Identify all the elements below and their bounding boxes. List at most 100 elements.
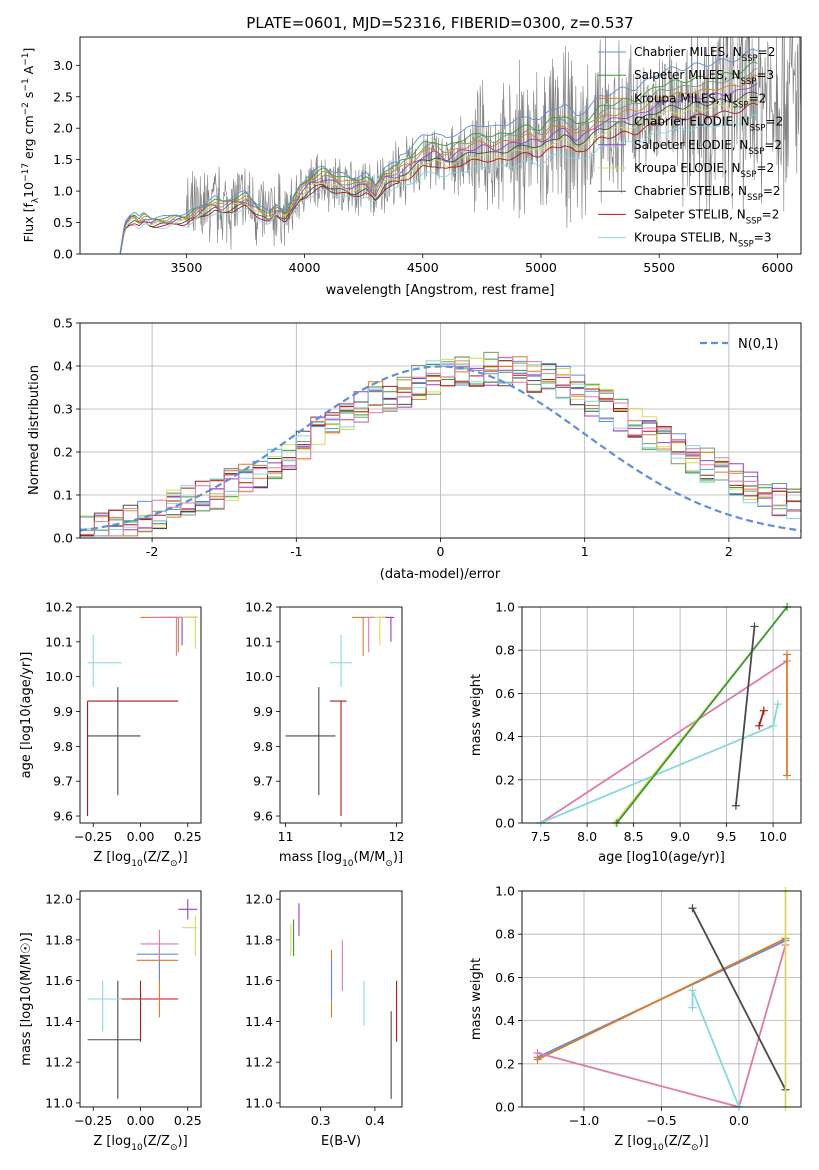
axes-frame (79, 890, 202, 1108)
axes-frame (279, 890, 403, 1108)
x-tick-label: 9.0 (670, 829, 690, 844)
y-tick-label: 0.2 (495, 772, 515, 787)
y-tick-label: 11.6 (245, 973, 273, 988)
axes-frame (279, 606, 403, 824)
model-spectrum-chabrier_miles (119, 48, 758, 254)
y-tick-label: 9.9 (253, 704, 273, 719)
y-tick-label: 0.0 (495, 1100, 515, 1115)
x-tick-label: -1 (290, 544, 302, 559)
y-tick-label: 11.0 (45, 1095, 73, 1110)
model-spectrum-salpeter_elodie (120, 83, 758, 254)
y-tick-label: 12.0 (245, 892, 273, 907)
weight-marker (769, 721, 778, 730)
legend-label: Kroupa ELODIE, NSSP=2 (634, 161, 774, 180)
x-tick-label: 11 (278, 829, 294, 844)
y-tick-label: 10.0 (245, 669, 273, 684)
y-tick-label: 10.1 (45, 634, 73, 649)
axes-frame (79, 322, 802, 539)
y-tick-label: 0.5 (53, 316, 73, 331)
y-tick-label: 10.2 (45, 600, 73, 615)
residuals-xlabel: (data-model)/error (380, 567, 501, 582)
y-tick-label: 0.0 (53, 531, 73, 546)
y-tick-label: 9.8 (253, 739, 273, 754)
residuals-ylabel: Normed distribution (27, 365, 42, 495)
y-tick-label: 0.3 (53, 402, 73, 417)
x-tick-label: 0.3 (311, 1113, 331, 1128)
ylabel-weight-vs-age: mass weight (469, 674, 484, 756)
xlabel-weight-vs-age: age [log10(age/yr)] (598, 850, 725, 865)
y-tick-label: 1.0 (495, 884, 515, 899)
legend-label: Chabrier ELODIE, NSSP=2 (634, 115, 783, 134)
x-tick-label: 4500 (407, 260, 439, 275)
y-tick-label: 0.6 (495, 970, 515, 985)
y-tick-label: 1.0 (53, 184, 73, 199)
x-tick-label: 10.0 (759, 829, 787, 844)
ylabel-age-vs-Z: age [log10(age/yr)] (19, 652, 34, 779)
y-tick-label: 11.4 (45, 1014, 73, 1029)
axes-frame (521, 606, 802, 824)
xlabel-age-vs-mass: mass [log10(M/M⊙)] (279, 850, 403, 869)
x-tick-label: −0.25 (74, 1113, 112, 1128)
y-tick-label: 9.8 (53, 739, 73, 754)
x-tick-label: 5500 (643, 260, 675, 275)
ylabel-mass-vs-Z: mass [log10(M/M☉)] (19, 932, 34, 1065)
legend-label: Chabrier STELIB, NSSP=2 (634, 184, 781, 203)
x-tick-label: −1.0 (569, 1113, 599, 1128)
x-tick-label: 8.5 (624, 829, 644, 844)
weight-line-salpeter_stelib (758, 710, 765, 727)
y-tick-label: 1.0 (495, 600, 515, 615)
x-tick-label: 2 (725, 544, 733, 559)
x-tick-label: 0.25 (174, 1113, 202, 1128)
weight-marker (750, 622, 759, 631)
ylabel-weight-vs-Z: mass weight (469, 958, 484, 1040)
x-tick-label: 0.00 (127, 1113, 155, 1128)
weight-line-chabrier_stelib (691, 907, 787, 1091)
xlabel-age-vs-Z: Z [log10(Z/Z⊙)] (93, 850, 187, 869)
y-tick-label: 0.2 (53, 445, 73, 460)
y-tick-label: 3.0 (53, 58, 73, 73)
histogram-salpeter_stelib (80, 360, 801, 538)
x-tick-label: 3500 (170, 260, 202, 275)
xlabel-mass-vs-Z: Z [log10(Z/Z⊙)] (93, 1134, 187, 1153)
x-tick-label: 12 (389, 829, 405, 844)
xlabel-mass-vs-ebv: E(B-V) (321, 1134, 361, 1149)
spectrum-xlabel: wavelength [Angstrom, rest frame] (326, 283, 555, 298)
x-tick-label: 1 (581, 544, 589, 559)
y-tick-label: 10.2 (245, 600, 273, 615)
legend-label: Salpeter STELIB, NSSP=2 (634, 207, 779, 226)
legend-label: Salpeter MILES, NSSP=3 (634, 68, 774, 87)
y-tick-label: 0.0 (53, 247, 73, 262)
figure-title: PLATE=0601, MJD=52316, FIBERID=0300, z=0… (246, 14, 633, 32)
y-tick-label: 2.5 (53, 89, 73, 104)
y-tick-label: 0.8 (495, 927, 515, 942)
axes-mass-vs-ebv: 0.3 0.4 11.0 11.2 11.4 11.6 11.8 12.0 E(B-V) (245, 890, 403, 1149)
weight-line-salpeter_miles (616, 607, 788, 823)
axes-weight-vs-age: 7.5 8.0 8.5 9.0 9.5 10.0 0.0 0.2 0.4 0.6 0.8 1.0 mas… (469, 600, 802, 865)
weight-marker (783, 650, 792, 659)
y-tick-label: 11.6 (45, 973, 73, 988)
x-tick-label: −0.5 (646, 1113, 676, 1128)
axes-residuals: -2 -1 0 1 2 0.0 0.1 0.2 0.3 0.4 0.5 (data-model)/er… (27, 316, 802, 582)
y-tick-label: 0.2 (495, 1056, 515, 1071)
weight-marker (773, 700, 782, 709)
x-tick-label: 4000 (289, 260, 321, 275)
x-tick-label: 9.5 (717, 829, 737, 844)
y-tick-label: 2.0 (53, 121, 73, 136)
y-tick-label: 9.7 (253, 774, 273, 789)
y-tick-label: 0.4 (495, 729, 515, 744)
weight-line-pink (537, 944, 787, 1107)
xlabel-weight-vs-Z: Z [log10(Z/Z⊙)] (614, 1134, 708, 1153)
y-tick-label: 0.1 (53, 488, 73, 503)
x-tick-label: 0.25 (174, 829, 202, 844)
y-tick-label: 11.2 (45, 1055, 73, 1070)
gaussian-curve (79, 365, 802, 532)
y-tick-label: 10.1 (245, 634, 273, 649)
y-tick-label: 0.6 (495, 686, 515, 701)
weight-line-chabrier_stelib (735, 626, 756, 806)
y-tick-label: 11.4 (245, 1014, 273, 1029)
x-tick-label: 0.00 (127, 829, 155, 844)
weight-marker (759, 706, 768, 715)
axes-mass-vs-Z: −0.25 0.00 0.25 11.0 11.2 11.4 11.6 11.8 12.0 Z [… (19, 890, 202, 1153)
x-tick-label: 5000 (525, 260, 557, 275)
